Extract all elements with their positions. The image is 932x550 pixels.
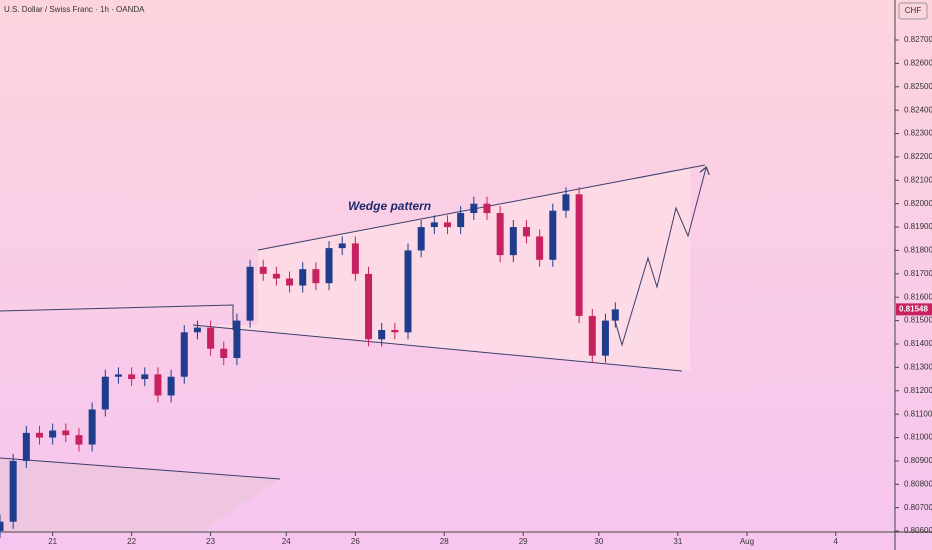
candle-body [549, 210, 557, 260]
candle-body [272, 273, 280, 279]
y-tick-label: 0.82100 [904, 175, 932, 184]
y-tick-label: 0.81100 [904, 409, 932, 418]
candle-body [180, 332, 188, 377]
currency-label: CHF [905, 6, 922, 15]
candle-body [522, 227, 530, 237]
candle-body [601, 320, 609, 356]
candle-body [141, 374, 149, 380]
candle-body [286, 278, 294, 286]
x-tick-label: 21 [48, 537, 57, 546]
candle-body [351, 243, 359, 274]
candle-body [88, 409, 96, 445]
x-tick-label: 23 [206, 537, 215, 546]
lower-zone-fill [0, 458, 280, 532]
candle-body [483, 203, 491, 214]
currency-box [898, 2, 928, 20]
annotation: Wedge pattern [348, 199, 431, 213]
candle-body [444, 222, 451, 228]
candle-body [365, 273, 373, 340]
candle-body [220, 348, 228, 359]
wedge-lower-line [192, 324, 683, 372]
candle-body [233, 320, 241, 359]
candle-body [536, 236, 544, 260]
candle-body [417, 227, 425, 251]
y-tick-label: 0.80700 [904, 503, 932, 512]
candle-body [404, 250, 412, 333]
candle-body [114, 374, 122, 377]
y-tick-label: 0.81700 [904, 269, 932, 278]
x-tick-label: 30 [594, 537, 603, 546]
candle-body [562, 194, 570, 211]
candle-body [325, 248, 333, 284]
candle-body [207, 327, 215, 349]
candle-body [154, 374, 162, 396]
candle-body [246, 266, 254, 321]
candle-body [509, 227, 517, 256]
candle-body [378, 329, 386, 340]
candle-body [0, 521, 4, 532]
x-tick-label: 22 [127, 537, 136, 546]
candle-body [128, 374, 136, 380]
y-tick-label: 0.82000 [904, 199, 932, 208]
last-price-tag [896, 303, 932, 316]
y-tick-label: 0.81000 [904, 433, 932, 442]
x-tick-label: 26 [351, 537, 360, 546]
candle-body [167, 376, 175, 396]
candle-body [101, 376, 109, 410]
candle-body [35, 432, 43, 438]
y-tick-label: 0.81800 [904, 246, 932, 255]
x-tick-label: 24 [282, 537, 291, 546]
y-tick-label: 0.82600 [904, 58, 932, 67]
candle-body [193, 327, 201, 333]
support-line [0, 304, 234, 330]
candle-body [22, 432, 30, 461]
x-tick-label: 29 [519, 537, 528, 546]
candle-body [312, 269, 320, 284]
y-tick-label: 0.82400 [904, 105, 932, 114]
x-tick-label: 28 [440, 537, 449, 546]
chart-title: U.S. Dollar / Swiss Franc · 1h · OANDA [4, 5, 145, 14]
y-tick-label: 0.80600 [904, 526, 932, 535]
y-tick-label: 0.82500 [904, 82, 932, 91]
wedge-fill [193, 169, 690, 371]
candle-body [62, 430, 70, 436]
trend-line [0, 457, 281, 480]
y-tick-label: 0.82700 [904, 35, 932, 44]
y-tick-label: 0.81500 [904, 316, 932, 325]
y-tick-label: 0.80800 [904, 479, 932, 488]
candle-body [588, 315, 596, 356]
candle-body [391, 329, 399, 333]
candle-body [259, 266, 267, 274]
x-tick-label: Aug [740, 537, 754, 546]
y-tick-label: 0.81600 [904, 292, 932, 301]
candle-body [75, 435, 83, 445]
y-tick-label: 0.82200 [904, 152, 932, 161]
wedge-upper-line [257, 164, 706, 251]
candle-body [470, 203, 478, 214]
candle-body [338, 243, 346, 249]
y-tick-label: 0.81200 [904, 386, 932, 395]
y-tick-label: 0.81300 [904, 362, 932, 371]
y-tick-label: 0.81400 [904, 339, 932, 348]
last-price-label: 0.81548 [899, 304, 928, 313]
y-tick-label: 0.82300 [904, 129, 932, 138]
projection-arrow [611, 168, 706, 347]
x-tick-label: 4 [834, 537, 839, 546]
y-tick-label: 0.81900 [904, 222, 932, 231]
candle-body [9, 460, 17, 522]
candle-body [457, 213, 465, 228]
candle-body [611, 309, 619, 321]
candle-body [430, 222, 438, 228]
candle-body [49, 430, 57, 438]
candle-body [496, 213, 504, 256]
candle-body [299, 269, 307, 286]
x-tick-label: 31 [673, 537, 682, 546]
y-tick-label: 0.80900 [904, 456, 932, 465]
candle-body [575, 194, 583, 316]
